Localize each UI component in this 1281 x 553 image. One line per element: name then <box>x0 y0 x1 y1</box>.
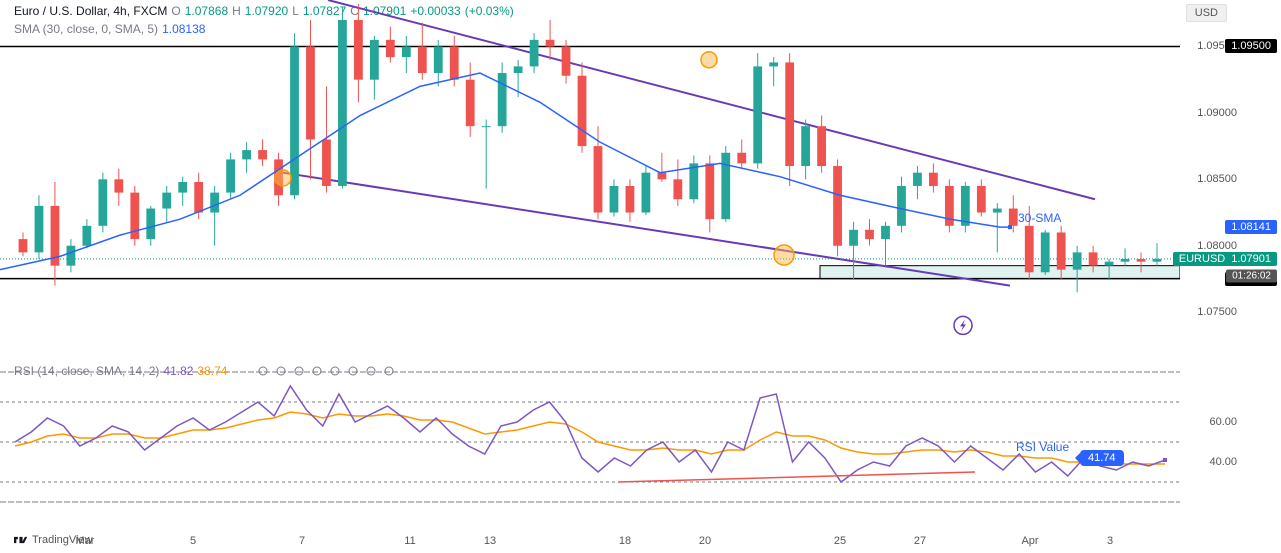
price-y-tick: 1.07500 <box>1197 306 1237 318</box>
x-axis-tick: 11 <box>404 535 415 547</box>
x-axis-tick: 7 <box>299 535 305 547</box>
rsi-header: RSI (14, close, SMA, 14, 2) 41.82 38.74 <box>14 364 227 378</box>
x-axis-tick: Apr <box>1021 535 1038 547</box>
price-y-tick: 1.08000 <box>1197 240 1237 252</box>
x-axis-tick: 13 <box>484 535 496 547</box>
rsi-y-tick: 40.00 <box>1209 456 1237 468</box>
currency-selector[interactable]: USD <box>1186 4 1227 22</box>
sma-annotation-text: 30-SMA <box>1018 211 1061 225</box>
current-price-label: EURUSD1.07901 <box>1173 252 1277 266</box>
price-y-tick: 1.08500 <box>1197 173 1237 185</box>
rsi-value-2: 38.74 <box>197 364 227 378</box>
price-level-label: 1.09500 <box>1225 39 1277 53</box>
chart-container: Euro / U.S. Dollar, 4h, FXCM O 1.07868 H… <box>0 0 1281 553</box>
price-chart[interactable] <box>0 0 1180 352</box>
x-axis-tick: 25 <box>834 535 846 547</box>
rsi-y-tick: 60.00 <box>1209 416 1237 428</box>
x-axis-tick: 5 <box>190 535 196 547</box>
x-axis-tick: 3 <box>1107 535 1113 547</box>
rsi-value-badge: 41.74 <box>1080 450 1124 466</box>
x-axis-tick: 18 <box>619 535 631 547</box>
x-axis-tick: 27 <box>914 535 926 547</box>
rsi-annotation-text: RSI Value <box>1016 440 1069 454</box>
sma-price-label: 1.08141 <box>1225 220 1277 234</box>
countdown-label: 01:26:02 <box>1226 270 1277 283</box>
x-axis-tick: 20 <box>699 535 711 547</box>
rsi-chart[interactable] <box>0 360 1180 510</box>
price-y-tick: 1.09000 <box>1197 107 1237 119</box>
tradingview-logo: TradingView <box>14 533 93 547</box>
rsi-value-1: 41.82 <box>163 364 193 378</box>
rsi-label: RSI (14, close, SMA, 14, 2) <box>14 364 159 378</box>
footer-text: TradingView <box>32 534 93 546</box>
